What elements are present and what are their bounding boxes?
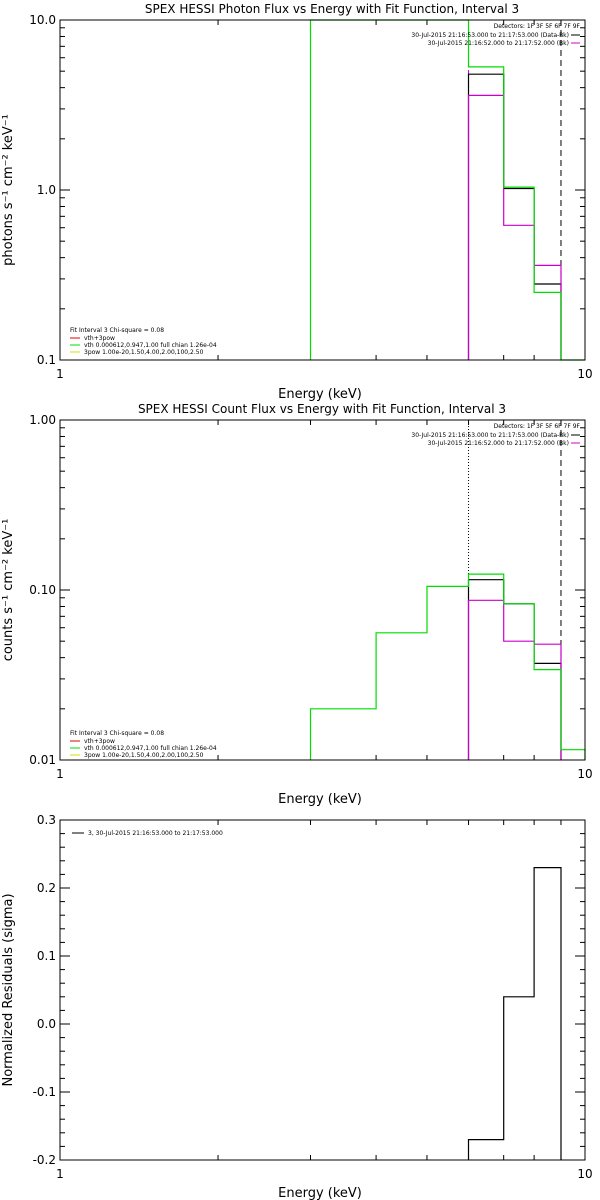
panel1-legend-vth: vth 0.000612,0.947,1.00 full chian 1.26e…	[84, 342, 217, 349]
panel1-title: SPEX HESSI Photon Flux vs Energy with Fi…	[145, 2, 519, 16]
y-tick-label: 0.0	[37, 1017, 56, 1031]
panel2-legend-pow: 3pow 1.00e-20,1.50,4.00,2.00,100,2.50	[84, 752, 204, 759]
photon-flux-panel: SPEX HESSI Photon Flux vs Energy with Fi…	[1, 2, 593, 402]
y-tick-label: 0.01	[29, 753, 56, 767]
y-tick-label: 1.00	[29, 413, 56, 427]
y-tick-label: 0.1	[37, 353, 56, 367]
panel1-frame	[59, 19, 586, 361]
panel2-legend-vth: vth 0.000612,0.947,1.00 full chian 1.26e…	[84, 745, 217, 752]
panel1-legend-bk: 30-Jul-2015 21:16:52.000 to 21:17:52.000…	[428, 40, 569, 47]
x-tick-label: 10	[577, 367, 592, 381]
x-tick-label: 10	[577, 767, 592, 781]
panel3-xlabel: Energy (keV)	[278, 1186, 362, 1200]
y-tick-label: 0.1	[37, 949, 56, 963]
panel1-legend-databk: 30-Jul-2015 21:16:53.000 to 21:17:53.000…	[411, 32, 569, 39]
panel2-ylabel: counts s⁻¹ cm⁻² keV⁻¹	[1, 519, 16, 662]
y-tick-label: -0.2	[33, 1153, 56, 1167]
series-residuals	[467, 867, 562, 1160]
y-tick-label: 0.2	[37, 881, 56, 895]
panel2-legend-detectors: Detectors: 1F 3F 5F 6F 7F 9F	[494, 423, 581, 430]
panel2-frame	[59, 419, 586, 761]
panel2-legend-databk: 30-Jul-2015 21:16:53.000 to 21:17:53.000…	[411, 432, 569, 439]
panel1-ylabel: photons s⁻¹ cm⁻² keV⁻¹	[1, 114, 16, 266]
panel2-legend-model: vth+3pow	[84, 738, 115, 745]
x-tick-label: 1	[56, 367, 64, 381]
y-tick-label: 1.0	[37, 183, 56, 197]
panel1-legend-pow: 3pow 1.00e-20,1.50,4.00,2.00,100,2.50	[84, 349, 204, 356]
series-data-bk	[467, 73, 562, 360]
series-vth-3pow	[309, 573, 586, 760]
y-tick-label: 10.0	[29, 13, 56, 27]
series-bk	[467, 599, 562, 760]
panel1-xlabel: Energy (keV)	[278, 387, 362, 402]
panel3-legend-text: 3, 30-Jul-2015 21:16:53.000 to 21:17:53.…	[88, 830, 223, 837]
y-tick-label: 0.3	[37, 813, 56, 827]
panel1-legend-detectors: Detectors: 1F 3F 5F 6F 7F 9F	[494, 23, 581, 30]
x-tick-label: 1	[56, 767, 64, 781]
panel2-legend-fit: Fit Interval 3 Chi-square = 0.08	[70, 730, 164, 737]
panel3-ylabel: Normalized Residuals (sigma)	[1, 893, 16, 1086]
series-bk	[467, 94, 562, 360]
panel2-title: SPEX HESSI Count Flux vs Energy with Fit…	[138, 402, 506, 416]
panel2-xlabel: Energy (keV)	[278, 792, 362, 807]
panel1-legend-model: vth+3pow	[84, 335, 115, 342]
residuals-panel: Energy (keV) Normalized Residuals (sigma…	[1, 813, 593, 1200]
panel3-frame	[59, 819, 586, 1161]
series-vth-3pow	[309, 19, 585, 361]
y-tick-label: 0.10	[29, 583, 56, 597]
x-tick-label: 1	[56, 1167, 64, 1181]
panel1-legend-fit: Fit Interval 3 Chi-square = 0.08	[70, 327, 164, 334]
panel2-legend-bk: 30-Jul-2015 21:16:52.000 to 21:17:52.000…	[428, 440, 569, 447]
count-flux-panel: SPEX HESSI Count Flux vs Energy with Fit…	[1, 402, 593, 807]
x-tick-label: 10	[577, 1167, 592, 1181]
y-tick-label: -0.1	[33, 1085, 56, 1099]
